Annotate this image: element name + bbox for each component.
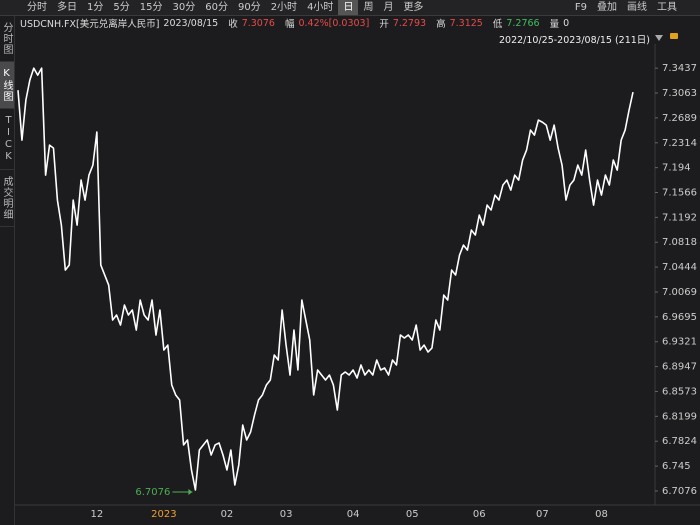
period-tab[interactable]: 分时 (27, 2, 47, 13)
period-tabs: 分时 多日 1分 5分 15分 30分 60分 90分 2小时 4小时日周月更多 (22, 0, 428, 15)
quote-field: USDCNH.FX[美元兑离岸人民币] (20, 19, 160, 30)
y-tick-label: 6.8199 (662, 411, 697, 422)
period-tab[interactable]: 日 (338, 0, 359, 15)
period-tab[interactable]: 多日 (57, 2, 77, 13)
x-tick-label: 04 (347, 509, 360, 520)
toolbar: 分时 多日 1分 5分 15分 30分 60分 90分 2小时 4小时日周月更多 F9 叠加 画线 工具 (0, 0, 700, 16)
quote-field: 高 (436, 19, 446, 30)
y-tick-label: 6.745 (662, 461, 691, 472)
period-tab[interactable]: 5分 (113, 2, 130, 13)
dropdown-arrow[interactable] (655, 35, 663, 41)
period-tab[interactable]: 更多 (403, 2, 424, 13)
quote-field: 收 (228, 19, 238, 30)
period-tab[interactable]: 1分 (87, 2, 104, 13)
y-tick-label: 7.2314 (662, 138, 697, 149)
quote-field: 7.3076 (241, 17, 275, 29)
quote-field: 幅 (284, 19, 295, 30)
period-tab[interactable]: 60分 (205, 2, 228, 13)
low-annotation: 6.7076 (135, 487, 170, 498)
x-tick-label: 05 (406, 509, 419, 520)
y-tick-label: 6.8947 (662, 362, 697, 373)
tool-button[interactable]: 叠加 (597, 2, 617, 13)
x-tick-label: 2023 (151, 509, 176, 520)
quote-field: 低 (492, 19, 503, 30)
period-tab[interactable]: 4小时 (307, 2, 334, 13)
side-tab[interactable]: 分时图 (0, 16, 14, 62)
quote-field: 7.2793 (392, 17, 427, 29)
sidebar: 分时图 K线图 TICK 成交明细 (0, 16, 15, 525)
quote-field: 7.3125 (449, 17, 483, 29)
y-tick-label: 7.1192 (662, 212, 697, 223)
y-tick-label: 7.2689 (662, 113, 697, 124)
quote-header: USDCNH.FX[美元兑离岸人民币] 2023/08/15 收 7.3076 幅 0.4… (20, 16, 570, 31)
x-tick-label: 07 (536, 509, 549, 520)
period-tab[interactable]: 15分 (139, 2, 163, 13)
quote-field: 2023/08/15 (163, 17, 219, 29)
y-tick-label: 6.7076 (662, 486, 697, 497)
quote-field: 0.42%[0.0303] (298, 17, 370, 29)
period-tab[interactable]: 90分 (237, 2, 261, 13)
side-tab[interactable]: K线图 (0, 62, 14, 109)
tool-button[interactable]: F9 (574, 2, 587, 13)
x-tick-label: 06 (473, 509, 486, 520)
x-tick-label: 02 (221, 509, 234, 520)
period-tab[interactable]: 2小时 (270, 2, 298, 13)
quote-field: 0 (563, 17, 570, 29)
y-tick-label: 6.9695 (662, 312, 697, 323)
period-tab[interactable]: 月 (383, 2, 394, 13)
y-tick-label: 6.7824 (662, 436, 697, 447)
quote-field: 7.2766 (506, 17, 540, 29)
tool-buttons: F9 叠加 画线 工具 (570, 0, 682, 15)
quote-field: 量 (549, 19, 560, 30)
tool-button[interactable]: 画线 (627, 2, 647, 13)
y-tick-label: 7.3063 (662, 88, 697, 99)
period-tab[interactable]: 30分 (172, 2, 196, 13)
quote-field: 开 (379, 19, 389, 30)
date-range[interactable]: 2022/10/25-2023/08/15 (211日) (498, 35, 650, 46)
y-tick-label: 6.9321 (662, 337, 697, 348)
y-tick-label: 7.0069 (662, 287, 697, 298)
y-tick-label: 7.3437 (662, 63, 697, 74)
price-line (17, 67, 634, 491)
x-tick-label: 03 (280, 509, 293, 520)
period-tab[interactable]: 周 (363, 2, 374, 13)
y-tick-label: 7.1566 (662, 188, 697, 199)
y-tick-label: 7.0818 (662, 237, 697, 248)
tool-button[interactable]: 工具 (657, 2, 677, 13)
side-tab[interactable]: TICK (0, 109, 14, 170)
annotation-arrowhead (188, 488, 193, 495)
y-tick-label: 6.8573 (662, 386, 697, 397)
x-tick-label: 12 (90, 509, 103, 520)
lock-icon[interactable] (670, 33, 678, 39)
side-tab[interactable]: 成交明细 (0, 170, 14, 227)
y-tick-label: 7.0444 (662, 262, 697, 273)
y-tick-label: 7.194 (662, 163, 691, 174)
x-tick-label: 08 (595, 509, 608, 520)
